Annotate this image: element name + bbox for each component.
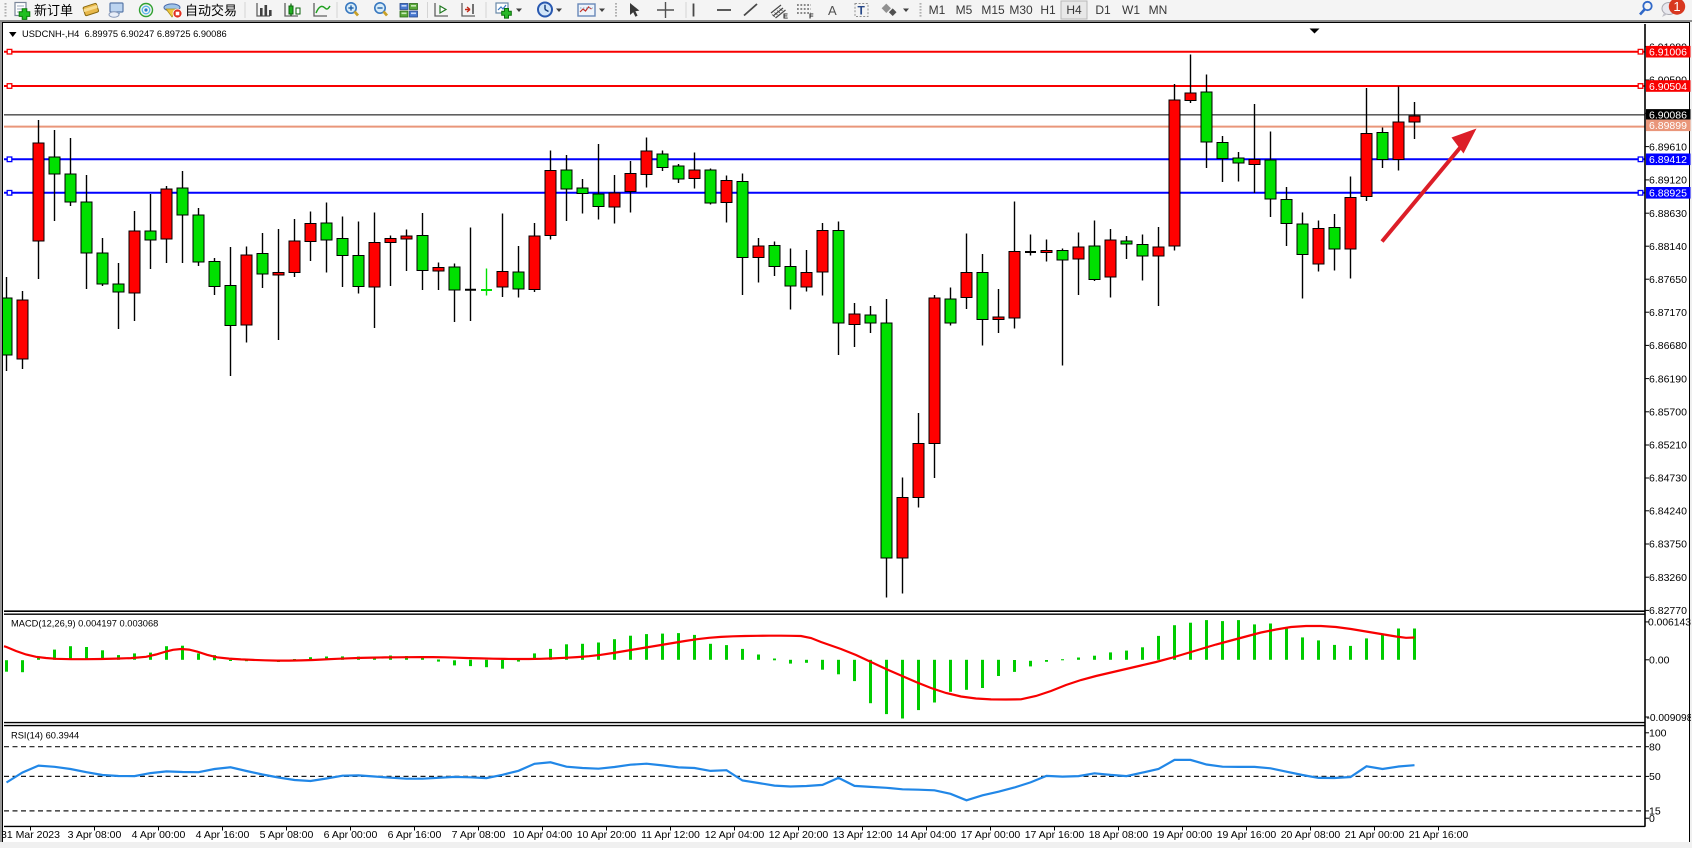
svg-text:1: 1 — [1673, 0, 1680, 14]
svg-text:E: E — [783, 12, 788, 21]
svg-text:100: 100 — [1649, 728, 1667, 740]
svg-text:10 Apr 04:00: 10 Apr 04:00 — [513, 829, 573, 841]
svg-text:M5: M5 — [956, 3, 973, 17]
svg-text:6.87650: 6.87650 — [1649, 274, 1687, 286]
svg-text:3 Apr 08:00: 3 Apr 08:00 — [68, 829, 122, 841]
svg-text:6.83260: 6.83260 — [1649, 572, 1687, 584]
svg-text:H1: H1 — [1040, 3, 1056, 17]
svg-text:H4: H4 — [1066, 3, 1082, 17]
svg-text:6.83750: 6.83750 — [1649, 539, 1687, 551]
svg-text:6.89412: 6.89412 — [1649, 154, 1687, 166]
svg-text:80: 80 — [1649, 741, 1661, 753]
svg-text:6.90504: 6.90504 — [1649, 81, 1687, 93]
svg-text:6.91006: 6.91006 — [1649, 47, 1687, 59]
svg-text:6.88630: 6.88630 — [1649, 208, 1687, 220]
svg-text:M30: M30 — [1009, 3, 1033, 17]
svg-text:6.82770: 6.82770 — [1649, 605, 1687, 617]
svg-text:6.85210: 6.85210 — [1649, 440, 1687, 452]
svg-text:F: F — [809, 12, 814, 21]
svg-text:19 Apr 00:00: 19 Apr 00:00 — [1153, 829, 1213, 841]
svg-text:USDCNH-,H4 6.89975 6.90247 6.: USDCNH-,H4 6.89975 6.90247 6.89725 6.900… — [22, 29, 227, 39]
svg-text:MN: MN — [1149, 3, 1168, 17]
svg-text:T: T — [858, 4, 866, 18]
svg-text:10 Apr 20:00: 10 Apr 20:00 — [577, 829, 637, 841]
svg-text:新订单: 新订单 — [34, 3, 73, 18]
svg-text:0.00: 0.00 — [1649, 655, 1670, 667]
svg-text:6.89899: 6.89899 — [1649, 120, 1687, 132]
svg-text:6.89120: 6.89120 — [1649, 175, 1687, 187]
svg-text:6.88925: 6.88925 — [1649, 188, 1687, 200]
svg-text:21 Apr 00:00: 21 Apr 00:00 — [1345, 829, 1405, 841]
svg-text:自动交易: 自动交易 — [185, 3, 237, 18]
svg-text:31 Mar 2023: 31 Mar 2023 — [3, 829, 60, 841]
svg-text:6.84240: 6.84240 — [1649, 506, 1687, 518]
svg-text:6.85700: 6.85700 — [1649, 407, 1687, 419]
svg-text:6.84730: 6.84730 — [1649, 473, 1687, 485]
svg-text:0: 0 — [1649, 813, 1655, 825]
svg-text:12 Apr 20:00: 12 Apr 20:00 — [769, 829, 829, 841]
svg-text:14 Apr 04:00: 14 Apr 04:00 — [897, 829, 957, 841]
svg-text:11 Apr 12:00: 11 Apr 12:00 — [641, 829, 700, 841]
svg-text:20 Apr 08:00: 20 Apr 08:00 — [1281, 829, 1341, 841]
svg-text:6.90086: 6.90086 — [1649, 110, 1687, 122]
svg-text:17 Apr 00:00: 17 Apr 00:00 — [961, 829, 1021, 841]
svg-text:4 Apr 00:00: 4 Apr 00:00 — [132, 829, 186, 841]
svg-text:W1: W1 — [1122, 3, 1140, 17]
svg-text:0.006143: 0.006143 — [1648, 618, 1691, 629]
svg-text:15: 15 — [1649, 806, 1661, 818]
svg-text:19 Apr 16:00: 19 Apr 16:00 — [1217, 829, 1277, 841]
svg-text:13 Apr 12:00: 13 Apr 12:00 — [833, 829, 893, 841]
svg-text:A: A — [828, 3, 837, 18]
svg-text:RSI(14) 60.3944: RSI(14) 60.3944 — [11, 731, 79, 741]
svg-text:17 Apr 16:00: 17 Apr 16:00 — [1025, 829, 1085, 841]
svg-text:5 Apr 08:00: 5 Apr 08:00 — [260, 829, 314, 841]
svg-text:M1: M1 — [929, 3, 946, 17]
svg-text:MACD(12,26,9) 0.004197 0.00306: MACD(12,26,9) 0.004197 0.003068 — [11, 619, 158, 629]
svg-text:6.88140: 6.88140 — [1649, 241, 1687, 253]
svg-text:7 Apr 08:00: 7 Apr 08:00 — [452, 829, 506, 841]
svg-text:12 Apr 04:00: 12 Apr 04:00 — [705, 829, 765, 841]
svg-text:21 Apr 16:00: 21 Apr 16:00 — [1409, 829, 1469, 841]
svg-text:4 Apr 16:00: 4 Apr 16:00 — [196, 829, 250, 841]
svg-text:50: 50 — [1649, 771, 1661, 783]
svg-text:6.86680: 6.86680 — [1649, 340, 1687, 352]
svg-text:6 Apr 16:00: 6 Apr 16:00 — [388, 829, 442, 841]
svg-text:6 Apr 00:00: 6 Apr 00:00 — [324, 829, 378, 841]
svg-text:D1: D1 — [1095, 3, 1111, 17]
svg-text:M15: M15 — [981, 3, 1005, 17]
svg-text:-0.009098: -0.009098 — [1647, 713, 1692, 724]
svg-text:6.87170: 6.87170 — [1649, 307, 1687, 319]
svg-text:6.89610: 6.89610 — [1649, 141, 1687, 153]
svg-text:18 Apr 08:00: 18 Apr 08:00 — [1089, 829, 1149, 841]
svg-text:6.86190: 6.86190 — [1649, 373, 1687, 385]
